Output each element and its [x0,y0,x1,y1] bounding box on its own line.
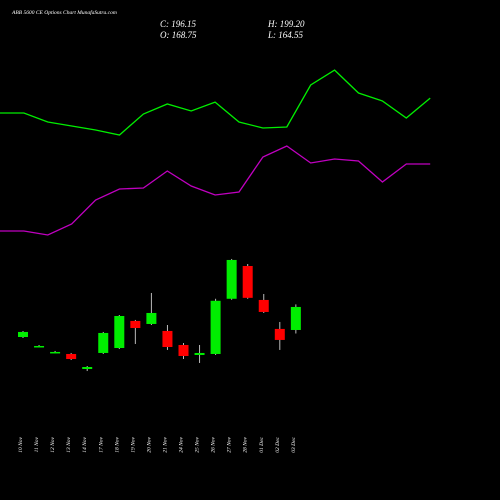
x-tick-label: 20 Nov [146,436,152,452]
x-tick-label: 11 Nov [34,436,40,452]
x-tick-label: 14 Nov [81,436,88,452]
candle-body [146,312,157,324]
close-label: C: 196.15 [160,19,197,29]
x-tick-label: 12 Nov [50,436,56,452]
line [0,69,431,136]
candle-body [290,306,301,330]
candle-body [66,353,77,360]
candle-body [226,259,237,299]
candle-body [258,299,269,312]
x-tick-label: 01 Dec [259,436,265,452]
chart-title: ABB 5600 CE Options Chart MunafaSutra.co… [11,9,117,16]
x-tick-label: 25 Nov [195,436,201,452]
candle-body [50,351,61,354]
candle-body [130,320,141,329]
candle-body [178,344,189,356]
candle-body [242,266,253,298]
x-tick-label: 24 Nov [178,436,185,452]
x-tick-label: 28 Nov [243,436,249,452]
candle-body [210,300,221,354]
low-label: L: 164.55 [267,30,304,40]
open-label: O: 168.75 [160,30,197,40]
candle-body [274,328,285,340]
candle-body [162,330,173,348]
x-tick-label: 17 Nov [98,436,104,452]
x-tick-label: 19 Nov [130,436,136,452]
high-label: H: 199.20 [267,19,305,29]
x-tick-label: 27 Nov [227,436,233,452]
candle-body [114,315,125,349]
x-tick-label: 10 Nov [18,436,24,452]
x-tick-label: 26 Nov [211,436,217,452]
candle-body [98,332,109,353]
x-tick-label: 18 Nov [114,436,120,452]
candle-body [18,331,28,338]
candle-body [34,345,45,348]
candle-body [82,366,93,370]
x-tick-label: 03 Dec [291,436,297,452]
line [0,145,431,236]
x-tick-label: 21 Nov [162,436,168,452]
x-tick-label: 02 Dec [275,436,281,452]
candle-body [194,352,205,355]
x-tick-label: 13 Nov [66,436,72,452]
